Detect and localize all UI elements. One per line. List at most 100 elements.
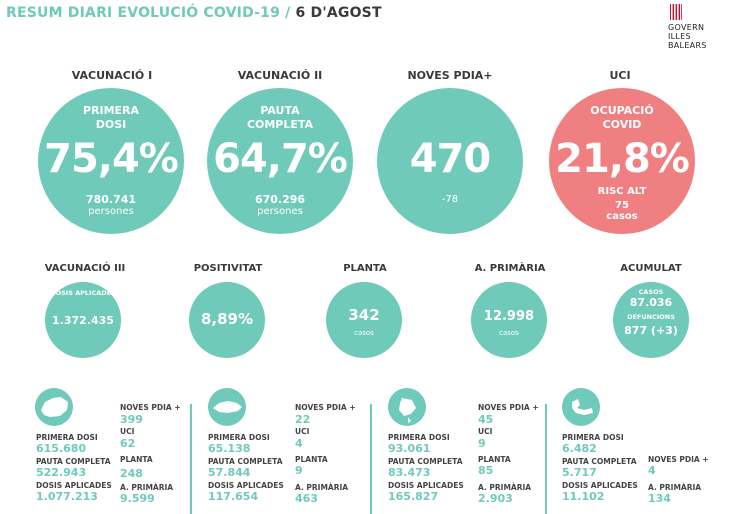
flag-icon [670, 4, 682, 20]
menorca-dosis-aplicades: 117.654 [208, 490, 259, 503]
vacunacio-3-circle: DOSIS APLICADES 1.372.435 [45, 282, 121, 358]
defuncions-caption: DEFUNCIONS [627, 313, 675, 321]
primera-dosi-label: PRIMERA DOSI [36, 433, 98, 442]
divider [190, 404, 192, 514]
dosis-aplicades-label: DOSIS APLICADES [36, 481, 112, 490]
formentera-noves-pdia: 4 [648, 464, 656, 477]
primera-dosi-label: PRIMERA DOSI [388, 433, 450, 442]
primera-dosi-count: 780.741 [85, 193, 137, 206]
positivitat-value: 8,89% [200, 310, 254, 328]
divider [545, 404, 547, 514]
eivissa-primera-dosi: 93.061 [388, 442, 431, 455]
acumulat-label: ACUMULAT [620, 263, 682, 274]
planta-label: PLANTA [295, 455, 328, 464]
a-primaria-label: A. PRIMÀRIA [295, 483, 349, 492]
planta-value: 342 [348, 306, 380, 324]
uci-label: UCI [478, 427, 493, 436]
divider [370, 404, 372, 514]
menorca-map-icon [208, 388, 246, 426]
menorca-planta: 9 [295, 464, 303, 477]
govern-logo: GOVERN ILLES BALEARS [668, 4, 728, 50]
menorca-a-primaria: 463 [295, 492, 318, 505]
a-primaria-label: A. PRIMÀRIA [648, 483, 702, 492]
circle-subtitle-1: OCUPACIÓ [590, 104, 654, 117]
a-primaria-circle: 12.998 casos [471, 282, 547, 358]
eivissa-planta: 85 [478, 464, 494, 477]
eivissa-map-icon [388, 388, 426, 426]
uci-circle: OCUPACIÓ COVID 21,8% RISC ALT 75 casos [549, 88, 695, 234]
formentera-dosis-aplicades: 11.102 [562, 490, 605, 503]
formentera-primera-dosi: 6.482 [562, 442, 597, 455]
casos-value: 87.036 [629, 296, 673, 309]
a-primaria-label: A. PRIMÀRIA [120, 483, 174, 492]
mallorca-noves-pdia: 399 [120, 413, 143, 426]
positivitat-circle: 8,89% [189, 282, 265, 358]
circle-subtitle-2: COVID [602, 118, 642, 131]
planta-label: PLANTA [343, 263, 387, 274]
pauta-completa-circle: PAUTA COMPLETA 64,7% 670.296 persones [207, 88, 353, 234]
formentera-a-primaria: 134 [648, 492, 671, 505]
noves-pdia-label: NOVES PDIA + [648, 455, 709, 464]
noves-pdia-label: NOVES PDIA+ [407, 69, 493, 82]
pauta-completa-unit: persones [257, 206, 303, 217]
menorca-uci: 4 [295, 437, 303, 450]
a-primaria-unit: casos [499, 329, 519, 337]
uci-cases-count: 75 [615, 200, 629, 211]
page-title: RESUM DIARI EVOLUCIÓ COVID-19 / 6 D'AGOS… [6, 5, 382, 21]
mallorca-dosis-aplicades: 1.077.213 [36, 490, 98, 503]
formentera-map-icon [562, 388, 600, 426]
a-primaria-value: 12.998 [483, 309, 535, 324]
vacunacio-3-value: 1.372.435 [52, 314, 114, 327]
acumulat-circle: CASOS 87.036 DEFUNCIONS 877 (+3) [613, 282, 689, 358]
primera-dosi-circle: PRIMERA DOSI 75,4% 780.741 persones [38, 88, 184, 234]
uci-value: 21,8% [555, 136, 690, 182]
uci-label: UCI [295, 427, 310, 436]
pauta-completa-value: 64,7% [213, 136, 348, 182]
eivissa-uci: 9 [478, 437, 486, 450]
circle-subtitle-2: COMPLETA [246, 118, 314, 131]
a-primaria-label: A. PRIMÀRIA [478, 483, 532, 492]
title-date: 6 D'AGOST [295, 5, 382, 21]
mallorca-uci: 62 [120, 437, 136, 450]
menorca-noves-pdia: 22 [295, 413, 311, 426]
casos-caption: CASOS [638, 288, 664, 296]
uci-cases-unit: casos [606, 211, 638, 222]
formentera-pauta-completa: 5.717 [562, 466, 597, 479]
circle-subtitle-1: PAUTA [260, 104, 300, 117]
primera-dosi-value: 75,4% [44, 136, 179, 182]
logo-line-2: ILLES [668, 32, 691, 41]
vacunacio-1-label: VACUNACIÓ I [71, 69, 153, 82]
planta-unit: casos [354, 329, 374, 337]
noves-pdia-label: NOVES PDIA + [120, 403, 181, 412]
mallorca-map-icon [35, 388, 73, 426]
pauta-completa-label: PAUTA COMPLETA [388, 457, 463, 466]
noves-pdia-circle: 470 -78 [377, 88, 523, 234]
positivitat-label: POSITIVITAT [193, 263, 263, 274]
pauta-completa-label: PAUTA COMPLETA [562, 457, 637, 466]
eivissa-dosis-aplicades: 165.827 [388, 490, 439, 503]
circle-subtitle-1: PRIMERA [82, 104, 140, 117]
uci-risk: RISC ALT [597, 186, 647, 197]
a-primaria-label: A. PRIMÀRIA [474, 263, 546, 274]
pauta-completa-label: PAUTA COMPLETA [208, 457, 283, 466]
primera-dosi-label: PRIMERA DOSI [208, 433, 270, 442]
planta-label: PLANTA [120, 455, 153, 464]
logo-line-1: GOVERN [668, 23, 705, 32]
planta-label: PLANTA [478, 455, 511, 464]
logo-line-3: BALEARS [668, 41, 707, 50]
primera-dosi-unit: persones [88, 206, 134, 217]
menorca-pauta-completa: 57.844 [208, 466, 251, 479]
pauta-completa-label: PAUTA COMPLETA [36, 457, 111, 466]
noves-pdia-label: NOVES PDIA + [295, 403, 356, 412]
dosis-aplicades-label: DOSIS APLICADES [208, 481, 284, 490]
mallorca-planta: 248 [120, 467, 143, 480]
noves-pdia-delta: -78 [441, 194, 459, 205]
dosis-aplicades-label: DOSIS APLICADES [562, 481, 638, 490]
pauta-completa-count: 670.296 [254, 193, 306, 206]
mallorca-pauta-completa: 522.943 [36, 466, 87, 479]
mallorca-primera-dosi: 615.680 [36, 442, 87, 455]
planta-circle: 342 casos [326, 282, 402, 358]
uci-label: UCI [609, 69, 631, 82]
noves-pdia-label: NOVES PDIA + [478, 403, 539, 412]
dosis-aplicades-caption: DOSIS APLICADES [50, 289, 116, 297]
